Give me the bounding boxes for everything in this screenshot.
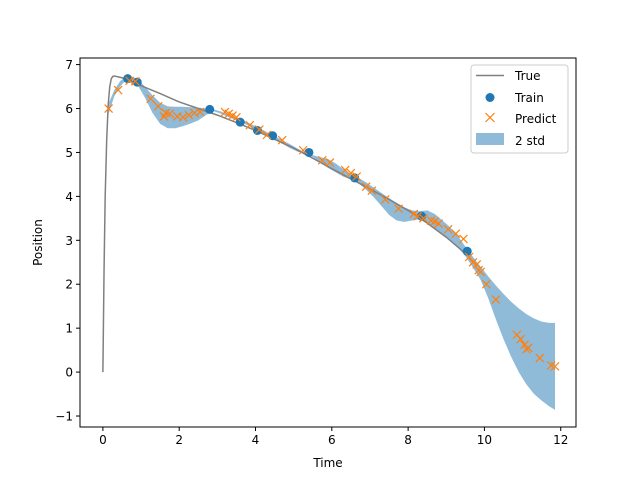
predict-point xyxy=(550,361,560,371)
x-ticks: 0 2 4 6 8 10 12 xyxy=(99,427,568,447)
predict-point xyxy=(464,252,474,262)
x-tick-label: 2 xyxy=(175,433,183,447)
predict-point xyxy=(232,112,241,122)
predict-point xyxy=(472,260,482,269)
x-tick-label: 8 xyxy=(404,433,412,447)
y-tick-label: 0 xyxy=(65,366,73,380)
y-tick-label: −1 xyxy=(55,410,73,424)
y-tick-label: 4 xyxy=(65,190,73,204)
y-tick-label: 2 xyxy=(65,278,73,292)
predict-point xyxy=(451,229,461,239)
y-ticks: −1 0 1 2 3 4 5 6 7 xyxy=(55,58,80,424)
legend-train-label: Train xyxy=(514,91,544,105)
predict-point xyxy=(245,120,255,130)
predict-point xyxy=(184,110,194,120)
predict-point xyxy=(352,172,362,182)
legend-box xyxy=(470,64,569,154)
legend-predict-swatch xyxy=(485,112,495,123)
predict-point xyxy=(418,213,428,223)
train-point xyxy=(132,77,142,87)
predict-point xyxy=(104,104,114,113)
x-tick-label: 4 xyxy=(252,433,260,447)
x-tick-label: 0 xyxy=(99,433,107,447)
predict-point xyxy=(113,85,123,95)
predict-point xyxy=(130,76,140,86)
legend-train-swatch xyxy=(485,93,495,102)
legend: True Train Predict 2 std xyxy=(470,64,569,154)
predict-point xyxy=(262,130,272,140)
predict-point xyxy=(146,94,156,104)
x-tick-label: 6 xyxy=(328,433,336,447)
predict-point xyxy=(317,155,327,165)
train-point xyxy=(252,125,262,135)
x-tick-label: 10 xyxy=(477,433,492,447)
predict-point xyxy=(535,353,545,363)
std-band xyxy=(108,76,556,410)
train-point xyxy=(205,104,215,114)
legend-band-swatch xyxy=(476,133,504,145)
predict-point xyxy=(165,109,175,119)
predict-point xyxy=(340,165,350,175)
train-point xyxy=(235,117,245,127)
predict-points-layer xyxy=(104,76,560,371)
predict-point xyxy=(298,145,308,155)
predict-point xyxy=(516,334,526,344)
y-tick-label: 6 xyxy=(65,102,73,116)
y-tick-label: 5 xyxy=(65,146,73,160)
legend-band-label: 2 std xyxy=(515,134,545,148)
predict-point xyxy=(153,101,163,111)
predict-point xyxy=(434,219,444,229)
predict-point xyxy=(523,343,533,353)
predict-point xyxy=(346,168,356,178)
predict-point xyxy=(277,135,287,145)
train-point xyxy=(304,147,314,157)
predict-point xyxy=(367,186,377,196)
predict-point xyxy=(394,204,404,214)
predict-point xyxy=(443,224,453,234)
predict-point xyxy=(178,112,188,122)
predict-point xyxy=(491,295,501,305)
predict-point xyxy=(195,107,205,117)
y-tick-label: 3 xyxy=(65,234,73,248)
y-axis-label: Position xyxy=(31,219,45,266)
predict-point xyxy=(325,158,335,167)
band-layer xyxy=(108,76,556,410)
predict-point xyxy=(361,182,371,192)
predict-point xyxy=(459,234,468,244)
predict-point xyxy=(254,125,264,135)
plot-frame xyxy=(79,57,577,428)
predict-point xyxy=(380,195,390,204)
predict-point xyxy=(476,267,486,277)
predict-point xyxy=(481,279,491,289)
y-tick-label: 1 xyxy=(65,322,73,336)
legend-predict-label: Predict xyxy=(515,112,557,126)
predict-point xyxy=(413,211,423,221)
x-axis-label: Time xyxy=(312,456,342,470)
y-tick-label: 7 xyxy=(65,58,73,72)
legend-true-label: True xyxy=(514,69,541,83)
x-tick-label: 12 xyxy=(553,433,568,447)
